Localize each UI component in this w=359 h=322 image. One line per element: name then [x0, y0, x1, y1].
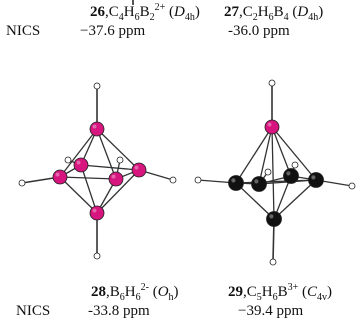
boron-atom: [108, 171, 124, 187]
atom-highlight: [92, 124, 97, 129]
nics-value-29: −39.4 ppm: [238, 303, 304, 319]
bond: [59, 128, 98, 178]
hydrogen-atom: [93, 252, 101, 260]
bond: [80, 164, 140, 171]
boron-atom: [52, 169, 68, 185]
nics-value-28: -33.8 ppm: [88, 303, 150, 319]
nics-value-27: -36.0 ppm: [228, 23, 290, 39]
bond: [59, 176, 98, 214]
atom-highlight: [311, 175, 316, 180]
atom-highlight: [134, 165, 139, 170]
bond: [273, 179, 317, 220]
carbon-atom: [266, 211, 282, 227]
nics-label-top: NICS: [6, 23, 41, 39]
hydrogen-atom: [264, 168, 272, 176]
hydrogen-atom: [93, 82, 101, 90]
hydrogen-atom: [64, 156, 72, 164]
hydrogen-atom: [169, 176, 177, 184]
boron-atom: [264, 119, 280, 135]
nics-label-bottom: NICS: [16, 303, 51, 319]
molecule-28-b6h6: [18, 82, 177, 260]
bond: [96, 169, 140, 214]
bond: [235, 126, 273, 184]
carbon-atom: [308, 172, 324, 188]
caption-28: 28,B6H62- (Oh): [91, 282, 179, 303]
boron-atom: [131, 162, 147, 178]
bond: [96, 128, 140, 171]
caption-26: 26,C4H6B22+ (D4h): [90, 2, 200, 23]
boron-atom: [89, 121, 105, 137]
bond: [80, 164, 98, 214]
boron-atom: [73, 157, 89, 173]
hydrogen-atom: [116, 156, 124, 164]
atom-highlight: [269, 214, 274, 219]
boron-atom: [89, 205, 105, 221]
atom-highlight: [92, 208, 97, 213]
hydrogen-atom: [18, 179, 26, 187]
hydrogen-atom: [269, 258, 277, 266]
atom-highlight: [231, 178, 236, 183]
atom-highlight: [286, 171, 291, 176]
atom-highlight: [254, 179, 259, 184]
hydrogen-atom: [291, 161, 299, 169]
atom-highlight: [111, 174, 116, 179]
caption-29: 29,C5H6B3+ (C4v): [228, 282, 333, 303]
carbon-atom: [251, 176, 267, 192]
hydrogen-atom: [268, 79, 276, 87]
bond: [96, 128, 117, 180]
caption-27: 27,C2H6B4 (D4h): [224, 4, 324, 23]
molecule-29-c5h6b: [194, 79, 356, 266]
carbon-atom: [283, 168, 299, 184]
atom-highlight: [55, 172, 60, 177]
hydrogen-atom: [194, 176, 202, 184]
carbon-atom: [228, 175, 244, 191]
atom-highlight: [267, 122, 272, 127]
bond: [271, 126, 317, 181]
bond: [258, 126, 273, 185]
atom-highlight: [76, 160, 81, 165]
bond: [59, 176, 117, 180]
bond: [271, 126, 275, 220]
bond: [271, 126, 292, 177]
hydrogen-atom: [348, 182, 356, 190]
bond: [235, 182, 275, 220]
nics-value-26: −37.6 ppm: [80, 23, 146, 39]
